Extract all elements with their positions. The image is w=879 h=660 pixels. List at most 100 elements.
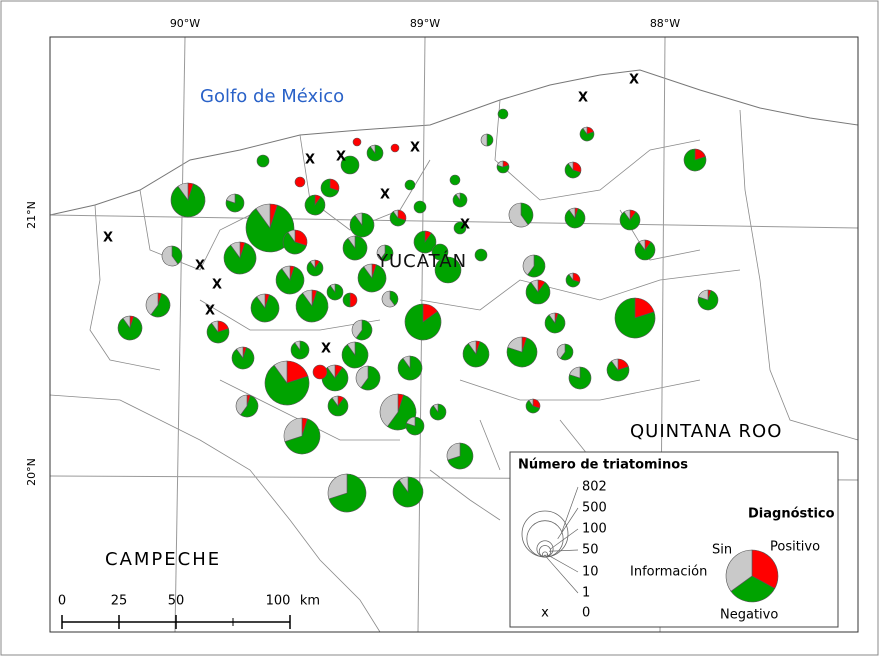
- size-leader: [560, 486, 579, 535]
- scale-label: 100: [266, 594, 291, 609]
- pie-slice: [312, 364, 328, 380]
- pie-slice: [282, 231, 307, 255]
- pie-slice: [122, 315, 131, 329]
- municipality-pie: [290, 340, 310, 360]
- municipality-pie: [250, 293, 280, 323]
- pie-slice: [406, 416, 416, 427]
- municipality-pie: [327, 395, 349, 417]
- latitude-label: 20°N: [25, 458, 38, 486]
- pie-slice: [614, 297, 656, 339]
- pie-slice: [730, 575, 776, 603]
- municipality-pie: [579, 126, 595, 142]
- pie-slice: [287, 229, 296, 243]
- municipality-pie: [556, 343, 574, 361]
- no-data-mark: X: [212, 278, 222, 293]
- municipality-pie: [355, 365, 381, 391]
- no-data-mark: X: [195, 259, 205, 274]
- pie-slice: [565, 273, 581, 288]
- pie-slice: [150, 293, 171, 318]
- pie-slice: [340, 155, 360, 175]
- pie-slice: [556, 343, 566, 359]
- pie-slice: [354, 212, 363, 226]
- pie-slice: [496, 160, 504, 168]
- municipality-pie: [206, 320, 230, 344]
- pie-slice: [522, 254, 535, 276]
- pie-slice: [392, 209, 399, 219]
- pie-slice: [431, 243, 449, 261]
- legend-class: Positivo: [770, 540, 820, 555]
- longitude-label: 89°W: [410, 17, 440, 30]
- pie-slice: [398, 476, 409, 493]
- pie-slice: [379, 244, 394, 262]
- pie-slice: [363, 263, 373, 279]
- municipality-pie: [446, 442, 474, 470]
- pie-slice: [611, 358, 619, 371]
- pie-slice: [432, 403, 439, 413]
- pie-slice: [508, 202, 529, 228]
- pie-slice: [177, 182, 189, 201]
- pie-slice: [447, 442, 474, 470]
- pie-slice: [273, 360, 288, 384]
- state-label: CAMPECHE: [105, 549, 221, 570]
- pie-slice: [283, 417, 303, 442]
- municipality-pie: [544, 312, 566, 334]
- pie-slice: [467, 340, 477, 355]
- parallel: [49, 214, 859, 229]
- municipality-pie: [381, 290, 399, 308]
- size-label: 50: [582, 543, 599, 558]
- municipality-pie: [497, 108, 509, 120]
- municipality-pie: [474, 248, 488, 262]
- legend-class: Sin: [712, 543, 732, 558]
- municipality-pie: [327, 473, 367, 513]
- municipality-pie: [225, 193, 245, 213]
- pie-slice: [569, 366, 581, 379]
- municipality-pie: [619, 209, 641, 231]
- legend-title: Número de triatominos: [518, 458, 688, 473]
- size-label: 1: [582, 586, 590, 601]
- municipality-pie: [508, 202, 534, 228]
- pie-slice: [389, 290, 399, 306]
- zero-symbol: x: [541, 606, 549, 621]
- scale-bar: 0 25 50 100 km: [58, 594, 320, 629]
- no-data-mark: X: [103, 231, 113, 246]
- pie-slice: [568, 207, 576, 219]
- state-label: QUINTANA ROO: [630, 421, 782, 442]
- pie-slice: [294, 340, 301, 351]
- municipality-pie: [525, 398, 541, 414]
- size-label: 10: [582, 565, 599, 580]
- pie-slice: [236, 346, 244, 359]
- municipality-pie: [496, 160, 510, 174]
- pie-slice: [294, 176, 306, 188]
- municipality-pie: [304, 194, 326, 216]
- pie-slice: [683, 148, 707, 172]
- pie-slice: [413, 230, 437, 254]
- longitude-label: 88°W: [650, 17, 680, 30]
- municipality-pie: [340, 155, 360, 175]
- municipality-pie: [342, 235, 368, 261]
- pie-slice: [606, 360, 630, 382]
- scale-label: 25: [111, 594, 128, 609]
- legend-class: Negativo: [720, 608, 778, 623]
- municipality-pie: [145, 292, 171, 318]
- pie-slice: [520, 202, 534, 226]
- size-leader: [546, 554, 579, 573]
- no-data-mark: X: [460, 218, 470, 233]
- pie-slice: [327, 473, 348, 500]
- municipality-pie: [683, 148, 707, 172]
- municipality-pie: [351, 319, 373, 341]
- municipality-pie: [275, 265, 305, 295]
- pie-slice: [245, 204, 295, 253]
- size-leader: [549, 549, 579, 552]
- municipality-pie: [366, 144, 384, 162]
- municipality-pie: [404, 303, 442, 341]
- municipality-pie: [697, 289, 719, 311]
- pie-slice: [342, 292, 351, 308]
- latitude-label: 21°N: [25, 201, 38, 229]
- legend-pie: [725, 549, 779, 603]
- municipality-pie: [390, 143, 400, 153]
- pie-slice: [328, 473, 367, 513]
- municipality-pie: [342, 292, 358, 308]
- size-leader: [557, 507, 579, 540]
